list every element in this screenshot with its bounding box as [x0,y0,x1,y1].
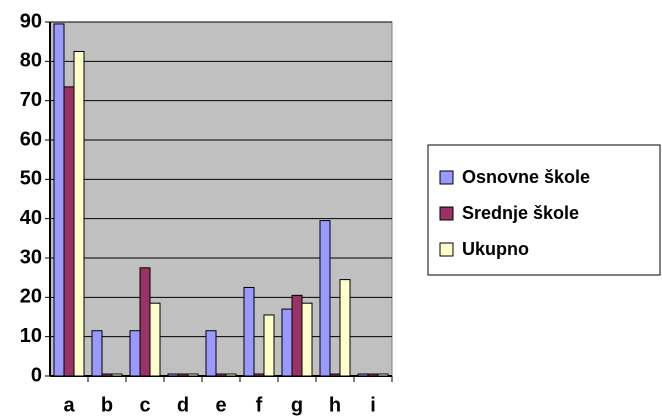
legend-swatch [439,242,454,257]
y-tick-label: 10 [20,325,42,347]
x-tick-label: g [291,394,303,416]
bar [263,314,275,377]
bar [329,373,341,377]
bar [319,220,331,377]
bar [111,373,123,377]
y-tick-label: 80 [20,50,42,72]
bar [53,23,65,377]
bar [205,330,217,377]
bar [291,294,303,377]
y-tick-label: 70 [20,89,42,111]
legend-swatch [439,206,454,221]
legend-label: Srednje škole [462,203,579,223]
y-tick-label: 60 [20,128,42,150]
legend-swatch [439,170,454,185]
x-tick-label: a [63,394,75,416]
x-tick-label: i [370,394,376,416]
bar [253,373,265,377]
x-tick-label: e [215,394,226,416]
x-tick-label: f [256,394,263,416]
y-tick-label: 50 [20,168,42,190]
bar [177,373,189,377]
bar [301,302,313,377]
bar [167,373,179,377]
bar [377,373,389,377]
bar [63,86,75,377]
bar [357,373,369,377]
legend-box [427,144,661,276]
bar [243,286,255,377]
bar [73,50,85,377]
legend: Osnovne škole Srednje škole Ukupno [427,144,661,276]
bar [139,267,151,377]
bar [91,330,103,377]
bar [339,279,351,377]
x-tick-label: d [177,394,189,416]
y-tick-label: 0 [31,364,42,386]
legend-label: Osnovne škole [462,167,590,187]
x-tick-label: c [139,394,150,416]
bar [225,373,237,377]
plot-area [49,21,393,377]
bar [215,373,227,377]
bar [187,373,199,377]
x-tick-label: h [329,394,341,416]
y-tick-label: 40 [20,207,42,229]
bar [149,302,161,377]
legend-label: Ukupno [462,239,529,259]
bar [101,373,113,377]
bar [367,373,379,377]
y-tick-label: 90 [20,10,42,32]
bar [281,308,293,377]
bar [129,330,141,377]
y-tick-label: 20 [20,286,42,308]
y-tick-label: 30 [20,246,42,268]
x-tick-label: b [101,394,113,416]
